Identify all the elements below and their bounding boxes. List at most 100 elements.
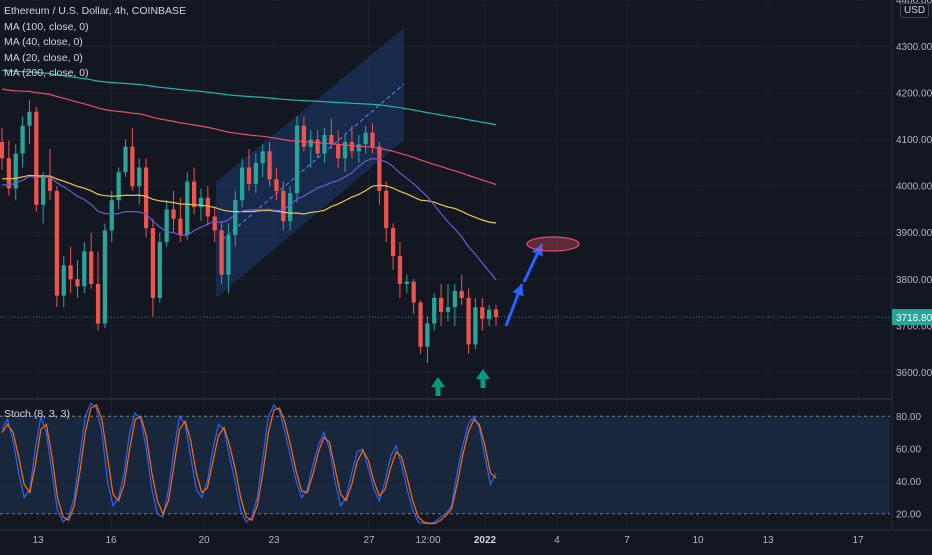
ma-40-line — [1, 174, 497, 224]
candle-body — [315, 139, 320, 154]
candle-body — [281, 190, 286, 222]
candle-body — [157, 242, 162, 298]
stoch-tick-label: 20.00 — [896, 509, 921, 520]
candle-body — [418, 302, 423, 347]
stoch-tick-label: 40.00 — [896, 477, 921, 488]
candle-body — [336, 144, 341, 159]
bottom-arrow-stem — [480, 378, 486, 388]
price-tick-label: 3900.00 — [896, 228, 932, 239]
candle-body — [370, 132, 375, 147]
candle-body — [191, 181, 197, 208]
candle-body — [130, 146, 135, 187]
candle-body — [288, 193, 293, 222]
ma-200-label[interactable]: MA (200, close, 0) — [4, 67, 89, 79]
candle-body — [13, 153, 18, 189]
time-tick-label: 13 — [762, 535, 774, 546]
stoch-k-line — [1, 402, 497, 525]
candle-body — [143, 167, 149, 229]
price-tick-label: 4000.00 — [896, 182, 932, 193]
candle-body — [459, 290, 464, 298]
ma-20-label[interactable]: MA (20, close, 0) — [4, 51, 83, 64]
candle-body — [233, 200, 238, 236]
candle-body — [150, 228, 156, 298]
candle-body — [445, 307, 451, 312]
time-tick-label: 23 — [268, 535, 280, 546]
candle-body — [109, 200, 114, 231]
time-tick-label: 2022 — [474, 535, 497, 546]
time-tick-label: 27 — [363, 535, 375, 546]
stoch-tick-label: 60.00 — [896, 444, 921, 455]
candle-body — [116, 172, 121, 201]
time-tick-label: 7 — [624, 535, 630, 546]
candle-body — [390, 228, 396, 257]
candle-body — [47, 176, 53, 191]
candle-body — [246, 167, 252, 184]
candle-body — [41, 176, 46, 205]
candle-body — [20, 125, 25, 154]
candle-body — [253, 162, 258, 184]
price-tick-label: 4200.00 — [896, 89, 932, 100]
projection-arrow-1-head — [512, 284, 524, 297]
candle-body — [164, 209, 169, 243]
price-tick-label: 3700.00 — [896, 321, 932, 332]
price-tick-label: 3600.00 — [896, 368, 932, 379]
candle-body — [473, 307, 478, 345]
candle-body — [363, 132, 368, 145]
candle-body — [322, 134, 327, 154]
candle-body — [301, 125, 307, 147]
candle-body — [342, 141, 348, 159]
candle-body — [493, 309, 499, 318]
candle-body — [438, 297, 444, 312]
candle-body — [212, 216, 217, 231]
candle-body — [377, 146, 382, 191]
price-tick-label: 4100.00 — [896, 135, 932, 146]
candle-body — [384, 190, 389, 229]
price-axis-bg — [892, 0, 932, 550]
candle-body — [260, 151, 265, 163]
candle-body — [123, 146, 128, 173]
candle-body — [274, 179, 279, 191]
ma-100-line — [1, 88, 497, 186]
symbol-title[interactable]: Ethereum / U.S. Dollar, 4h, COINBASE — [4, 5, 187, 17]
candle-body — [219, 230, 224, 275]
candle-body — [185, 181, 190, 236]
candle-body — [68, 265, 73, 280]
last-price-tag — [892, 309, 932, 326]
candle-body — [329, 134, 334, 145]
time-tick-label: 12:00 — [415, 535, 440, 546]
ma-20-line — [1, 157, 497, 281]
candle-body — [82, 251, 87, 287]
candle-body — [34, 111, 39, 205]
candle-body — [95, 283, 101, 324]
ma-40-label[interactable]: MA (40, close, 0) — [4, 36, 83, 48]
candle-body — [487, 309, 492, 319]
candle-body — [425, 323, 430, 347]
channel-midline — [221, 83, 405, 241]
candle-body — [452, 290, 457, 308]
candle-body — [0, 141, 5, 159]
price-tick-label: 3800.00 — [896, 275, 932, 286]
projection-arrow-2-head — [531, 244, 543, 257]
candle-body — [171, 209, 176, 219]
currency-button[interactable]: USD — [900, 3, 930, 18]
bottom-arrow-stem — [435, 386, 441, 396]
candle-body — [466, 297, 471, 345]
time-tick-label: 16 — [105, 535, 117, 546]
candle-body — [411, 281, 416, 303]
stoch-indicator-label[interactable]: Stoch (8, 3, 3) — [4, 408, 70, 420]
ma-100-label[interactable]: MA (100, close, 0) — [4, 20, 89, 33]
bottom-arrow-head — [476, 369, 490, 379]
ma-200-line — [1, 69, 497, 126]
candle-body — [349, 141, 355, 152]
candle-body — [61, 265, 66, 296]
time-tick-label: 20 — [198, 535, 210, 546]
candle-body — [432, 297, 437, 324]
candle-body — [27, 111, 32, 126]
candle-body — [294, 125, 300, 194]
chart-legend: Ethereum / U.S. Dollar, 4h, COINBASE MA … — [4, 4, 186, 82]
candle-body — [356, 144, 361, 152]
candle-body — [137, 167, 142, 187]
candle-body — [404, 281, 409, 284]
